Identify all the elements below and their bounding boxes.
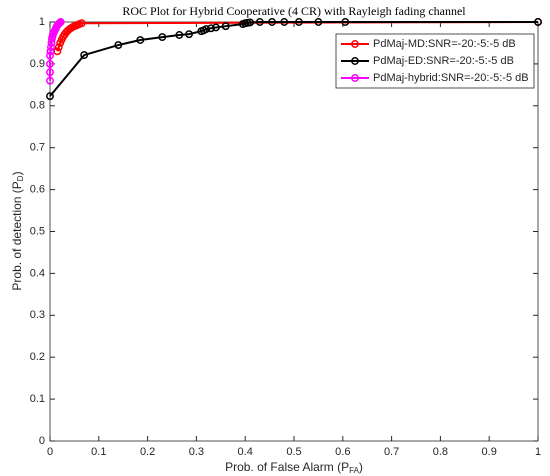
data-point <box>54 43 63 52</box>
legend-label: PdMaj-MD:SNR=-20:-5:-5 dB <box>373 38 516 50</box>
y-tick-label: 0.3 <box>30 309 45 321</box>
x-tick-label: 0.9 <box>482 446 497 458</box>
data-point <box>80 51 89 60</box>
y-tick-label: 0.1 <box>30 393 45 405</box>
y-tick-label: 0.7 <box>30 142 45 154</box>
data-point <box>280 18 289 26</box>
x-tick-label: 0.8 <box>433 446 448 458</box>
data-point <box>46 59 54 68</box>
data-point <box>114 41 123 49</box>
legend-label: PdMaj-ED:SNR=-20:-5:-5 dB <box>373 55 514 67</box>
data-point <box>158 33 167 42</box>
y-label-sub: D <box>16 175 25 181</box>
x-tick-label: 0.5 <box>286 446 301 458</box>
x-label-sub: FA <box>349 466 359 475</box>
y-tick-label: 0.2 <box>30 351 45 363</box>
legend-marker <box>351 57 359 65</box>
x-tick-label: 0.6 <box>335 446 350 458</box>
data-point <box>136 36 145 44</box>
x-tick-label: 1 <box>535 446 541 458</box>
legend-marker <box>351 40 359 48</box>
data-point <box>46 47 55 56</box>
data-point <box>246 18 255 27</box>
data-point <box>46 68 54 77</box>
data-point <box>46 92 54 101</box>
y-tick-label: 0.8 <box>30 100 45 112</box>
plot-area <box>49 21 539 442</box>
y-tick-label: 1 <box>39 16 45 28</box>
y-tick-label: 0.4 <box>30 267 45 279</box>
x-axis-label: Prob. of False Alarm (PFA) <box>225 460 363 475</box>
data-point <box>294 18 303 26</box>
data-point <box>46 76 54 85</box>
data-point <box>77 19 86 28</box>
x-label-end: ) <box>359 460 363 474</box>
y-tick-label: 0.9 <box>30 58 45 70</box>
data-point <box>211 23 220 32</box>
x-tick-label: 0.2 <box>140 446 155 458</box>
x-tick-label: 0.7 <box>384 446 399 458</box>
x-tick-label: 0.1 <box>91 446 106 458</box>
legend-label: PdMaj-hybrid:SNR=-20:-5:-5 dB <box>373 72 529 84</box>
data-point <box>255 18 264 26</box>
x-label-text: Prob. of False Alarm (P <box>225 460 349 474</box>
data-point <box>56 18 65 26</box>
y-label-text: Prob. of detection (P <box>10 181 24 290</box>
data-point <box>314 18 323 26</box>
x-tick-label: 0 <box>47 446 53 458</box>
y-tick-label: 0.5 <box>30 225 45 237</box>
chart-title: ROC Plot for Hybrid Cooperative (4 CR) w… <box>122 4 466 18</box>
data-point <box>534 18 542 26</box>
data-point <box>202 25 211 34</box>
x-tick-label: 0.3 <box>189 446 204 458</box>
data-point <box>221 22 230 31</box>
y-label-end: ) <box>10 171 24 175</box>
y-axis-label: Prob. of detection (PD) <box>10 171 25 290</box>
data-point <box>46 51 54 60</box>
legend-marker <box>351 74 359 82</box>
data-point <box>268 18 276 26</box>
data-point <box>207 24 215 33</box>
data-point <box>341 18 350 26</box>
data-point <box>185 30 194 39</box>
y-tick-label: 0.6 <box>30 184 45 196</box>
x-tick-label: 0.4 <box>238 446 253 458</box>
data-point <box>47 43 55 52</box>
y-tick-label: 0 <box>39 435 45 447</box>
data-point <box>175 31 184 39</box>
